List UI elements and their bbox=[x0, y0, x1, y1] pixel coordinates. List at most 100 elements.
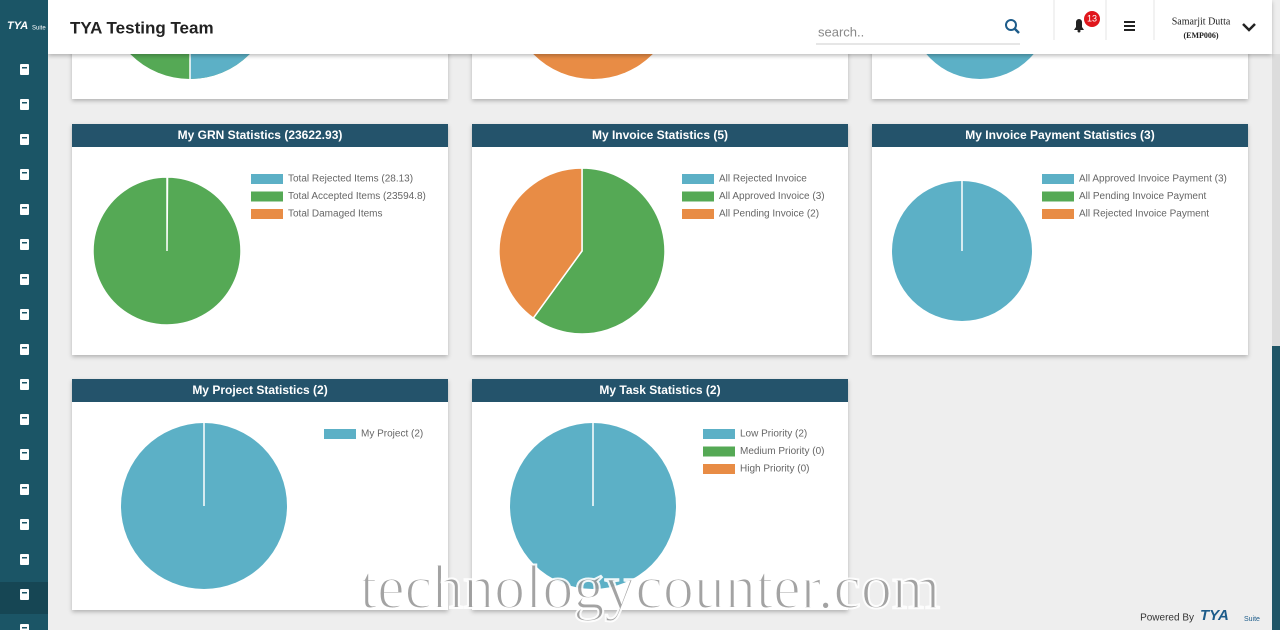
sidebar: TYA Suite bbox=[0, 0, 48, 630]
legend-label[interactable]: Total Accepted Items (23594.8) bbox=[288, 191, 426, 202]
card-header bbox=[72, 124, 448, 147]
scrollbar-track bbox=[1272, 54, 1280, 630]
legend-swatch[interactable] bbox=[703, 446, 735, 457]
sidebar-icon[interactable] bbox=[20, 309, 29, 320]
sidebar-icon-detail bbox=[22, 347, 27, 349]
user-id: (EMP006) bbox=[1183, 31, 1218, 40]
legend-label[interactable]: High Priority (0) bbox=[740, 464, 809, 475]
pie-slice bbox=[498, 167, 583, 320]
sidebar-item[interactable] bbox=[20, 274, 29, 285]
legend-label[interactable]: My Project (2) bbox=[361, 429, 423, 440]
legend-swatch[interactable] bbox=[703, 429, 735, 439]
sidebar-icon[interactable] bbox=[20, 64, 29, 75]
sidebar-icon[interactable] bbox=[20, 99, 29, 110]
sidebar-icon[interactable] bbox=[20, 204, 29, 215]
card-title: My Task Statistics (2) bbox=[599, 383, 720, 397]
card-header bbox=[472, 124, 848, 147]
sidebar-item[interactable] bbox=[20, 64, 29, 75]
legend-label[interactable]: Medium Priority (0) bbox=[740, 446, 824, 457]
sidebar-icon-detail bbox=[22, 242, 27, 244]
sidebar-icon-detail bbox=[22, 417, 27, 419]
menu-icon[interactable] bbox=[1124, 21, 1135, 31]
legend-swatch[interactable] bbox=[324, 429, 356, 439]
footer-logo: TYA bbox=[1200, 607, 1229, 624]
sidebar-item[interactable] bbox=[20, 204, 29, 215]
search-icon[interactable] bbox=[1005, 19, 1020, 34]
sidebar-icon[interactable] bbox=[20, 484, 29, 495]
sidebar-icon[interactable] bbox=[20, 344, 29, 355]
sidebar-icon[interactable] bbox=[20, 379, 29, 390]
pie-fragment bbox=[190, 54, 250, 79]
sidebar-item[interactable] bbox=[20, 239, 29, 250]
sidebar-item[interactable] bbox=[20, 379, 29, 390]
powered-by: Powered By bbox=[1140, 613, 1194, 624]
sidebar-icon[interactable] bbox=[20, 134, 29, 145]
sidebar-icon-detail bbox=[22, 627, 27, 629]
stat-card: My Project Statistics (2) My Project (2) bbox=[72, 379, 448, 610]
card-header bbox=[472, 379, 848, 402]
scrollbar-thumb[interactable] bbox=[1272, 346, 1280, 630]
sidebar-item[interactable] bbox=[20, 309, 29, 320]
legend-swatch[interactable] bbox=[251, 174, 283, 184]
legend-label[interactable]: All Pending Invoice Payment bbox=[1079, 191, 1207, 202]
sidebar-icon-detail bbox=[22, 277, 27, 279]
legend-swatch[interactable] bbox=[1042, 174, 1074, 184]
sidebar-icon[interactable] bbox=[20, 519, 29, 530]
legend-swatch[interactable] bbox=[1042, 209, 1074, 219]
sidebar-icon-detail bbox=[22, 67, 27, 69]
sidebar-icon[interactable] bbox=[20, 414, 29, 425]
sidebar-item[interactable] bbox=[20, 169, 29, 180]
legend-swatch[interactable] bbox=[682, 209, 714, 219]
sidebar-item[interactable] bbox=[20, 519, 29, 530]
sidebar-item[interactable] bbox=[20, 624, 29, 630]
sidebar-item[interactable] bbox=[20, 414, 29, 425]
legend-swatch[interactable] bbox=[682, 174, 714, 184]
sidebar-icon[interactable] bbox=[20, 239, 29, 250]
user-dropdown[interactable] bbox=[1242, 23, 1256, 32]
legend-label[interactable]: Total Damaged Items bbox=[288, 209, 383, 220]
sidebar-icon-detail bbox=[22, 452, 27, 454]
sidebar-icon[interactable] bbox=[20, 449, 29, 460]
notifications[interactable] bbox=[1074, 19, 1084, 33]
user-name[interactable]: Samarjit Dutta bbox=[1172, 16, 1231, 27]
pie-fragment bbox=[533, 54, 653, 79]
sidebar-icon-detail bbox=[22, 382, 27, 384]
legend-label[interactable]: All Approved Invoice Payment (3) bbox=[1079, 174, 1227, 185]
legend-swatch[interactable] bbox=[251, 191, 283, 202]
legend-label[interactable]: All Rejected Invoice Payment bbox=[1079, 209, 1209, 220]
stat-card: My Invoice Payment Statistics (3) All App… bbox=[872, 124, 1248, 355]
cards: My GRN Statistics (23622.93) Total Reject… bbox=[72, 124, 1248, 610]
pie-slice bbox=[532, 167, 666, 335]
legend-label[interactable]: All Rejected Invoice bbox=[719, 174, 807, 185]
sidebar-icon-detail bbox=[22, 557, 27, 559]
sidebar-icon-detail bbox=[22, 207, 27, 209]
pie-fragment bbox=[926, 54, 1034, 79]
sidebar-item[interactable] bbox=[20, 589, 29, 600]
legend-label[interactable]: All Approved Invoice (3) bbox=[719, 191, 825, 202]
card-header bbox=[72, 379, 448, 402]
legend-label[interactable]: All Pending Invoice (2) bbox=[719, 209, 819, 220]
sidebar-item[interactable] bbox=[20, 554, 29, 565]
sidebar-icon[interactable] bbox=[20, 169, 29, 180]
sidebar-icon-detail bbox=[22, 172, 27, 174]
sidebar-icon[interactable] bbox=[20, 589, 29, 600]
sidebar-item[interactable] bbox=[20, 449, 29, 460]
sidebar-icon[interactable] bbox=[20, 554, 29, 565]
sidebar-item[interactable] bbox=[20, 99, 29, 110]
legend-swatch[interactable] bbox=[1042, 191, 1074, 202]
sidebar-item[interactable] bbox=[20, 344, 29, 355]
legend-label[interactable]: Low Priority (2) bbox=[740, 429, 807, 440]
sidebar-item[interactable] bbox=[20, 134, 29, 145]
sidebar-icon[interactable] bbox=[20, 274, 29, 285]
header-bar bbox=[48, 0, 1272, 54]
search-input[interactable]: search.. bbox=[818, 24, 864, 39]
legend-swatch[interactable] bbox=[251, 209, 283, 219]
legend-swatch[interactable] bbox=[682, 191, 714, 202]
legend-label[interactable]: Total Rejected Items (28.13) bbox=[288, 174, 413, 185]
legend-swatch[interactable] bbox=[703, 464, 735, 474]
sidebar-item[interactable] bbox=[20, 484, 29, 495]
sidebar-icon-detail bbox=[22, 592, 27, 594]
watermark: technologycounter.com bbox=[360, 554, 940, 622]
sidebar-icon-detail bbox=[22, 487, 27, 489]
